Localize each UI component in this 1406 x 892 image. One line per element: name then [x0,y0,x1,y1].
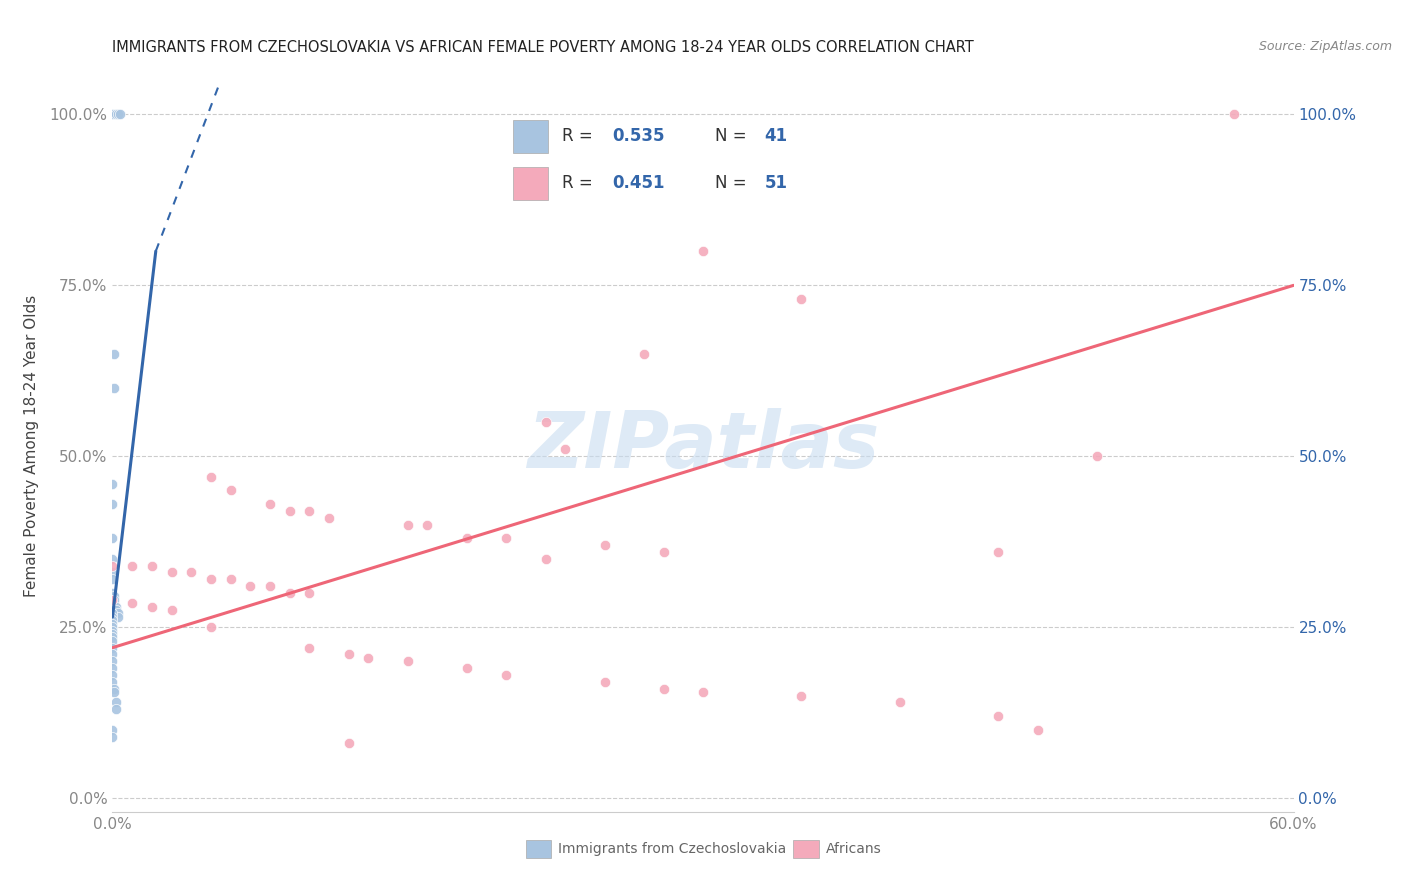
Text: IMMIGRANTS FROM CZECHOSLOVAKIA VS AFRICAN FEMALE POVERTY AMONG 18-24 YEAR OLDS C: IMMIGRANTS FROM CZECHOSLOVAKIA VS AFRICA… [112,40,974,55]
Point [107,107,129,121]
Point [101,610,124,624]
Point [534,415,557,429]
Point [103,592,125,607]
Point [101,558,124,573]
Point [456,661,478,675]
Point [495,668,517,682]
Point [652,545,675,559]
Point [101,624,124,638]
Point [101,631,124,645]
Point [456,531,478,545]
Point [105,603,128,617]
Point [101,648,124,662]
Point [101,566,124,580]
Point [239,579,262,593]
Point [101,668,124,682]
Point [101,654,124,668]
Point [889,695,911,709]
Point [101,723,124,737]
Point [259,579,281,593]
Point [101,107,124,121]
Point [121,596,143,610]
Point [101,551,124,566]
Point [105,599,128,614]
Point [101,572,124,586]
Point [103,590,125,604]
Point [219,572,242,586]
Point [101,730,124,744]
Point [278,586,301,600]
Y-axis label: Female Poverty Among 18-24 Year Olds: Female Poverty Among 18-24 Year Olds [24,295,38,597]
Point [141,599,163,614]
Point [101,476,124,491]
Point [790,292,813,306]
Point [103,685,125,699]
Point [298,586,321,600]
Text: Source: ZipAtlas.com: Source: ZipAtlas.com [1258,40,1392,54]
Point [101,596,124,610]
Point [141,558,163,573]
Text: Immigrants from Czechoslovakia: Immigrants from Czechoslovakia [558,842,787,856]
Point [337,736,360,750]
Point [1223,107,1246,121]
Point [337,648,360,662]
Point [692,244,714,259]
Point [103,681,125,696]
Point [107,610,129,624]
Point [105,702,128,716]
Point [219,483,242,498]
Point [103,347,125,361]
Point [107,607,129,621]
Point [101,531,124,545]
Point [298,504,321,518]
Point [318,510,340,524]
Point [110,107,132,121]
Point [101,497,124,511]
Text: ZIPatlas: ZIPatlas [527,408,879,484]
Point [101,607,124,621]
Point [790,689,813,703]
Point [101,627,124,641]
Point [160,603,183,617]
Point [692,685,714,699]
Point [278,504,301,518]
Point [101,640,124,655]
Point [101,586,124,600]
Point [101,633,124,648]
Point [534,551,557,566]
Point [416,517,439,532]
Point [101,616,124,631]
Point [987,709,1010,723]
Point [101,613,124,627]
Point [200,620,222,634]
Point [121,558,143,573]
Point [180,566,202,580]
Point [357,651,380,665]
Point [987,545,1010,559]
Point [593,538,616,552]
Point [495,531,517,545]
Point [105,107,128,121]
Point [298,640,321,655]
Point [103,381,125,395]
Point [101,620,124,634]
Point [1026,723,1049,737]
Point [105,695,128,709]
Point [633,347,655,361]
Point [101,661,124,675]
Point [1085,449,1108,463]
Point [101,674,124,689]
Text: Africans: Africans [825,842,882,856]
Point [652,681,675,696]
Point [200,572,222,586]
Point [200,469,222,483]
Point [160,566,183,580]
Point [554,442,576,457]
Point [396,654,419,668]
Point [259,497,281,511]
Point [593,674,616,689]
Point [396,517,419,532]
Point [101,592,124,607]
